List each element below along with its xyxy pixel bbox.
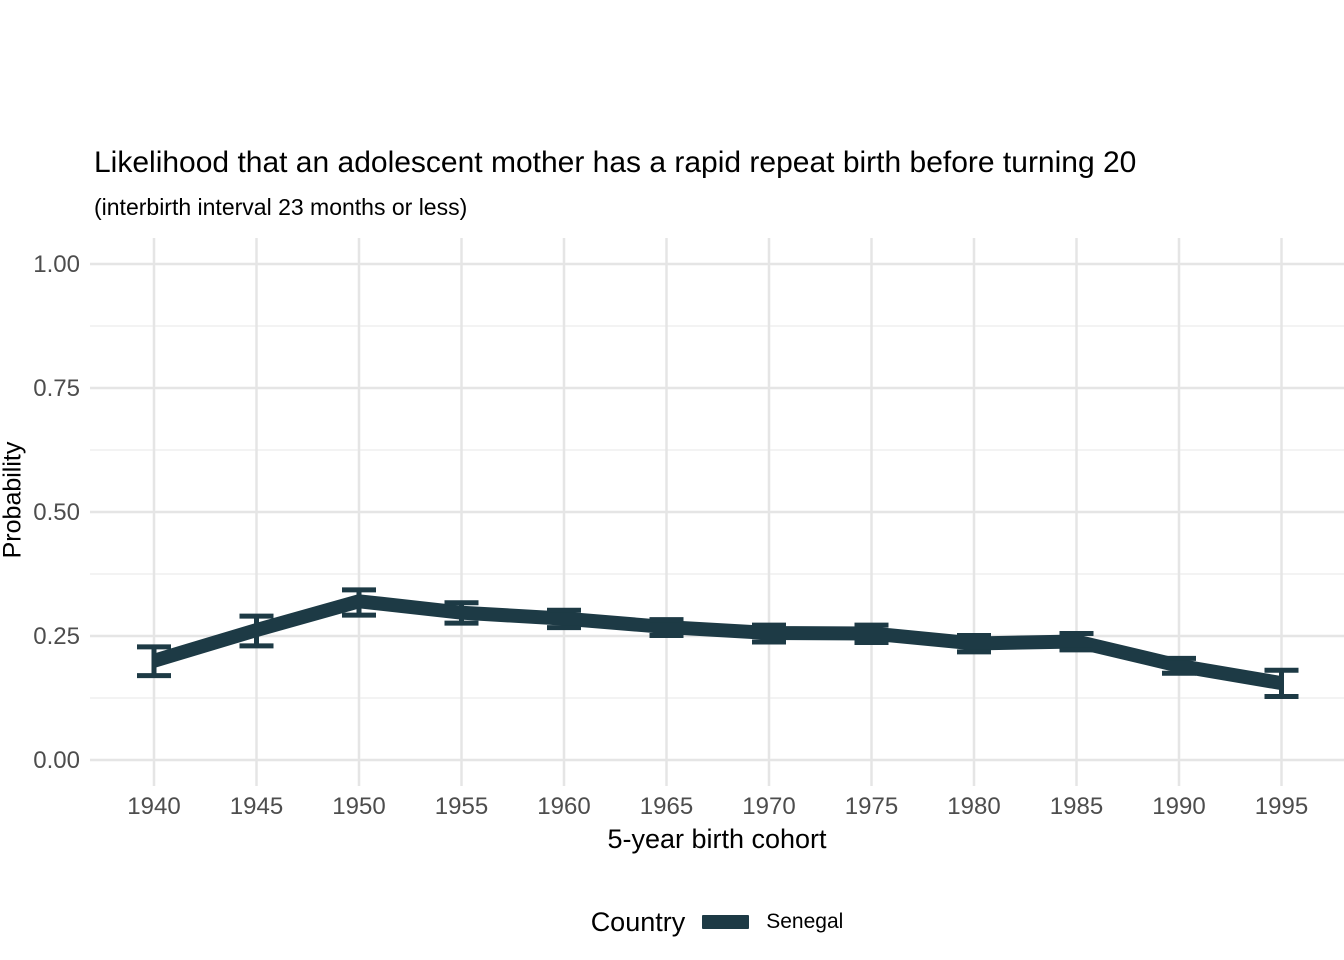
series-line-senegal [151,594,1283,691]
x-tick-label: 1955 [435,793,488,820]
chart-title: Likelihood that an adolescent mother has… [94,146,1137,179]
legend-title: Country [590,906,686,937]
x-tick-label: 1990 [1152,793,1205,820]
y-tick-label: 0.75 [33,375,80,402]
x-tick-label: 1965 [640,793,693,820]
legend-line-swatch [702,915,750,929]
x-tick-label: 1960 [537,793,590,820]
x-tick-label: 1940 [127,793,180,820]
chart-subtitle: (interbirth interval 23 months or less) [94,194,468,220]
y-tick-label: 1.00 [33,251,80,278]
y-tick-label: 0.50 [33,499,80,526]
x-tick-label: 1995 [1255,793,1308,820]
x-tick-label: 1980 [947,793,1000,820]
x-tick-label: 1970 [742,793,795,820]
plot-area: 1940 1945 1950 1955 1960 1965 1970 1975 1980 1985… [33,238,1344,820]
y-tick-label: 0.00 [33,747,80,774]
x-tick-label: 1945 [230,793,283,820]
x-tick-label: 1975 [845,793,898,820]
x-tick-label: 1985 [1050,793,1103,820]
x-axis-title: 5-year birth cohort [607,824,827,854]
x-tick-label: 1950 [332,793,385,820]
legend-entry-senegal: Senegal [766,910,844,933]
legend: Country Senegal [90,902,1344,942]
y-tick-label: 0.25 [33,623,80,650]
